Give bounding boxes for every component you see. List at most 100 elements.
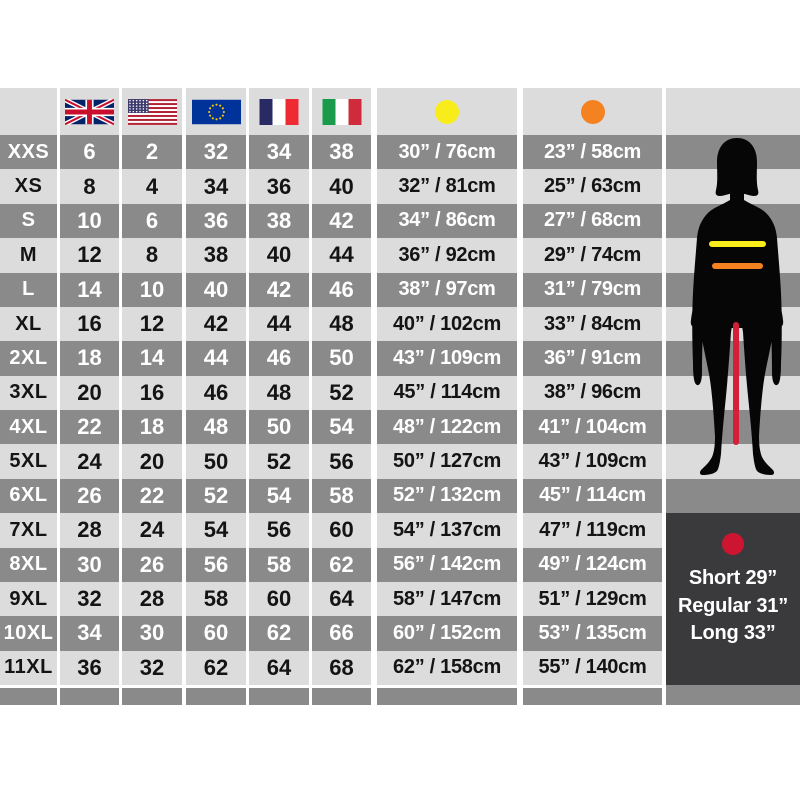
it-value: 48: [312, 306, 371, 342]
header-flag-cell: [249, 88, 309, 135]
us-value: 10: [122, 272, 182, 307]
uk-value: 16: [60, 306, 119, 342]
size-value: XS: [0, 169, 57, 204]
it-value: 56: [312, 444, 371, 479]
eu-value: 44: [186, 341, 246, 376]
us-value: 30: [122, 616, 182, 651]
us-value: 6: [122, 203, 182, 239]
waist-value: 41” / 104cm: [523, 410, 662, 445]
size-value: S: [0, 203, 57, 239]
uk-value: 36: [60, 650, 119, 685]
header-chest-cell: [377, 88, 517, 135]
chest-value: 34” / 86cm: [377, 203, 517, 239]
it-value: 50: [312, 341, 371, 376]
us-value: 24: [122, 513, 182, 548]
size-value: L: [0, 272, 57, 307]
eu-value: 40: [186, 272, 246, 307]
waist-value: 27” / 68cm: [523, 203, 662, 239]
panel-stripe: [666, 272, 800, 307]
fr-value: 36: [249, 169, 309, 204]
chest-value: 54” / 137cm: [377, 513, 517, 548]
us-value: 22: [122, 478, 182, 514]
waist-value: 38” / 96cm: [523, 375, 662, 410]
uk-value: 30: [60, 547, 119, 582]
flag-uk-icon: [65, 98, 114, 125]
eu-value: 48: [186, 410, 246, 445]
panel-stripe: [666, 444, 800, 479]
panel-stripe: [666, 685, 800, 705]
size-value: M: [0, 238, 57, 273]
panel-stripe: [666, 88, 800, 135]
waist-value: 43” / 109cm: [523, 444, 662, 479]
it-value: 54: [312, 410, 371, 445]
table-row-10xl: 10XL 34 30 60 62 66 60” / 152cm 53” / 135cm: [0, 616, 662, 651]
it-value: 46: [312, 272, 371, 307]
waist-value: 55” / 140cm: [523, 650, 662, 685]
table-row-3xl: 3XL 20 16 46 48 52 45” / 114cm 38” / 96cm: [0, 375, 662, 410]
uk-value: 22: [60, 410, 119, 445]
eu-value: 46: [186, 375, 246, 410]
uk-value: 14: [60, 272, 119, 307]
header-flag-cell: [186, 88, 246, 135]
fr-value: 40: [249, 238, 309, 273]
table-header-row: [0, 88, 662, 135]
it-value: 64: [312, 581, 371, 617]
waist-value: 47” / 119cm: [523, 513, 662, 548]
size-value: XL: [0, 306, 57, 342]
panel-stripe: [666, 341, 800, 376]
uk-value: 26: [60, 478, 119, 514]
fr-value: 54: [249, 478, 309, 514]
fr-value: 48: [249, 375, 309, 410]
it-value: 38: [312, 135, 371, 170]
eu-value: 54: [186, 513, 246, 548]
uk-value: 18: [60, 341, 119, 376]
chest-value: 52” / 132cm: [377, 478, 517, 514]
leg-length-box: Short 29” Regular 31” Long 33”: [666, 513, 800, 685]
eu-value: 60: [186, 616, 246, 651]
size-value: 8XL: [0, 547, 57, 582]
end-stripe-cell: [186, 688, 246, 705]
chest-value: 40” / 102cm: [377, 306, 517, 342]
header-flag-cell: [60, 88, 119, 135]
fr-value: 46: [249, 341, 309, 376]
table-row-8xl: 8XL 30 26 56 58 62 56” / 142cm 49” / 124cm: [0, 547, 662, 582]
it-value: 44: [312, 238, 371, 273]
chest-value: 32” / 81cm: [377, 169, 517, 204]
header-flag-cell: [312, 88, 371, 135]
table-row-xl: XL 16 12 42 44 48 40” / 102cm 33” / 84cm: [0, 306, 662, 342]
uk-value: 10: [60, 203, 119, 239]
chest-value: 30” / 76cm: [377, 135, 517, 170]
size-value: 2XL: [0, 341, 57, 376]
end-stripe-cell: [60, 688, 119, 705]
uk-value: 20: [60, 375, 119, 410]
waist-value: 53” / 135cm: [523, 616, 662, 651]
eu-value: 62: [186, 650, 246, 685]
table-row-2xl: 2XL 18 14 44 46 50 43” / 109cm 36” / 91cm: [0, 341, 662, 376]
size-value: 7XL: [0, 513, 57, 548]
it-value: 68: [312, 650, 371, 685]
flag-us-icon: [127, 98, 177, 125]
it-value: 58: [312, 478, 371, 514]
eu-value: 32: [186, 135, 246, 170]
chest-value: 56” / 142cm: [377, 547, 517, 582]
it-value: 52: [312, 375, 371, 410]
waist-dot-icon: [580, 99, 605, 124]
fr-value: 38: [249, 203, 309, 239]
size-value: XXS: [0, 135, 57, 170]
table-row-6xl: 6XL 26 22 52 54 58 52” / 132cm 45” / 114cm: [0, 478, 662, 514]
waist-value: 33” / 84cm: [523, 306, 662, 342]
waist-value: 29” / 74cm: [523, 238, 662, 273]
size-table: XXS 6 2 32 34 38 30” / 76cm 23” / 58cm XS 8 4 34 36 4…: [0, 88, 662, 705]
waist-value: 31” / 79cm: [523, 272, 662, 307]
us-value: 26: [122, 547, 182, 582]
uk-value: 8: [60, 169, 119, 204]
us-value: 4: [122, 169, 182, 204]
table-row-4xl: 4XL 22 18 48 50 54 48” / 122cm 41” / 104cm: [0, 410, 662, 445]
leg-length-dot-icon: [722, 533, 744, 555]
size-value: 11XL: [0, 650, 57, 685]
us-value: 12: [122, 306, 182, 342]
fr-value: 34: [249, 135, 309, 170]
panel-stripe: [666, 375, 800, 410]
chest-value: 60” / 152cm: [377, 616, 517, 651]
uk-value: 12: [60, 238, 119, 273]
